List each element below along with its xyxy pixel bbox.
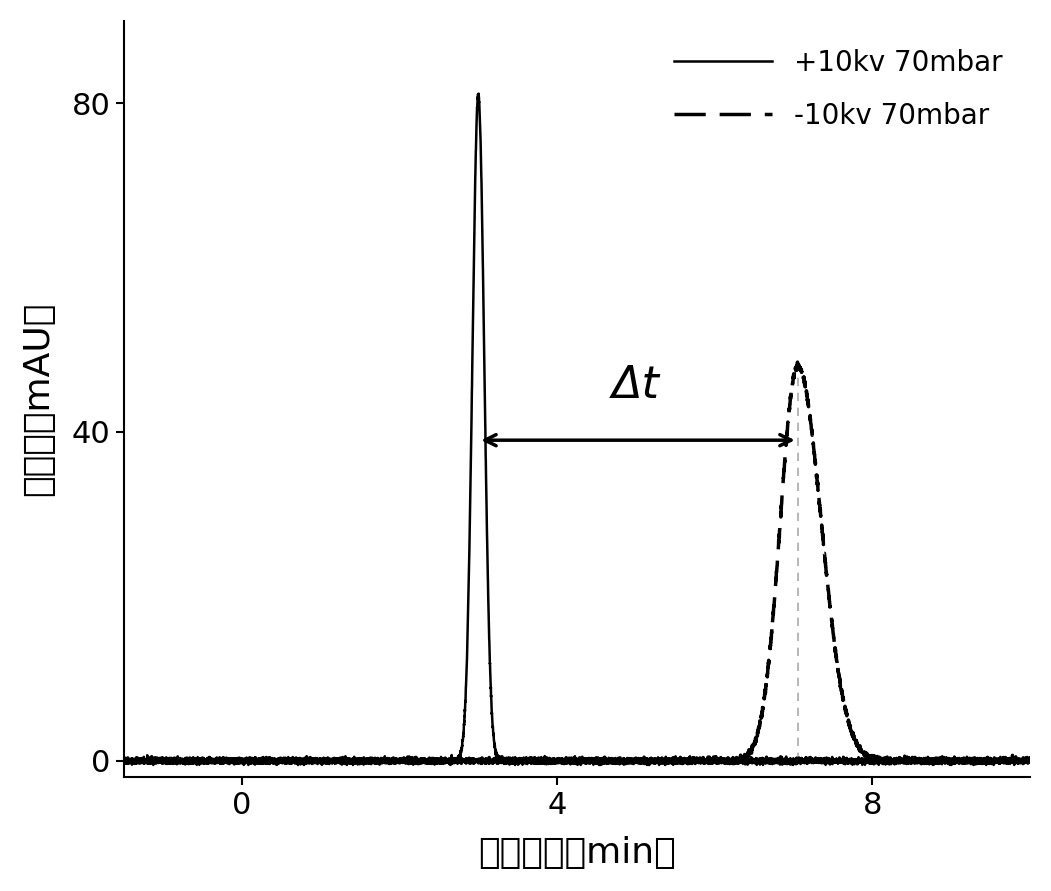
-10kv 70mbar (163, 756, 176, 766)
Legend: +10kv 70mbar, -10kv 70mbar: +10kv 70mbar, -10kv 70mbar (660, 35, 1016, 143)
Line: +10kv 70mbar: +10kv 70mbar (124, 94, 1030, 765)
-10kv 70mbar (654, 756, 666, 766)
+10kv 70mbar (1024, 752, 1036, 763)
+10kv 70mbar (472, 88, 485, 99)
+10kv 70mbar (147, 760, 160, 771)
Line: -10kv 70mbar: -10kv 70mbar (124, 362, 1030, 764)
+10kv 70mbar (789, 756, 802, 766)
-10kv 70mbar (789, 365, 802, 376)
-10kv 70mbar (838, 700, 850, 711)
X-axis label: 迁移时间（min）: 迁移时间（min） (478, 836, 676, 871)
-10kv 70mbar (118, 756, 130, 766)
Text: Δt: Δt (612, 364, 660, 407)
+10kv 70mbar (118, 755, 130, 765)
-10kv 70mbar (1024, 755, 1036, 765)
-10kv 70mbar (446, 756, 458, 767)
+10kv 70mbar (163, 756, 176, 766)
+10kv 70mbar (446, 753, 458, 764)
+10kv 70mbar (654, 754, 666, 764)
+10kv 70mbar (694, 754, 706, 764)
-10kv 70mbar (120, 758, 132, 769)
+10kv 70mbar (838, 757, 850, 768)
-10kv 70mbar (694, 756, 706, 767)
Y-axis label: 吸光度（mAU）: 吸光度（mAU） (21, 302, 55, 496)
-10kv 70mbar (791, 356, 804, 367)
